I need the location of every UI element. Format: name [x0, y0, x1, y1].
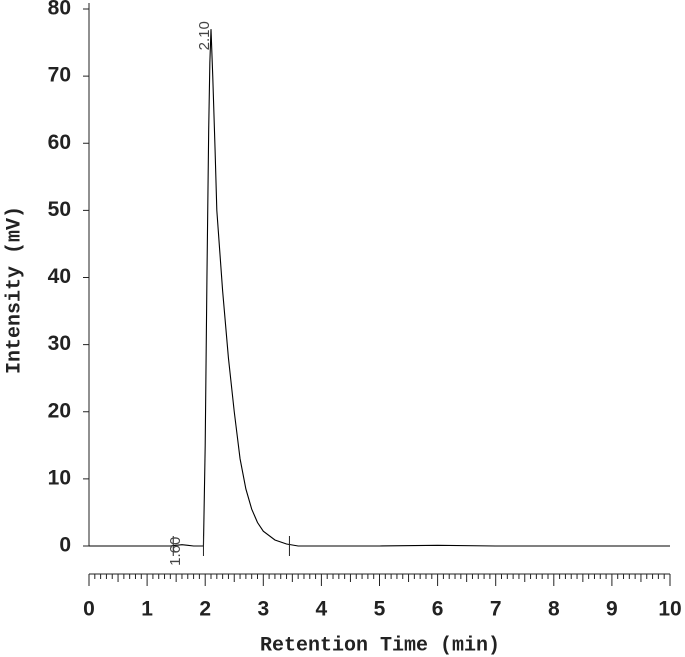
x-tick-label: 3	[257, 598, 269, 621]
y-tick-label: 20	[48, 399, 71, 422]
x-tick-label: 0	[83, 598, 95, 621]
signal-line	[89, 29, 670, 547]
x-tick-label: 6	[432, 598, 444, 621]
x-tick-label: 8	[548, 598, 560, 621]
y-tick-label: 30	[48, 332, 71, 355]
x-tick-label: 4	[316, 598, 328, 621]
x-tick-label: 9	[606, 598, 618, 621]
y-tick-label: 10	[48, 466, 71, 489]
y-tick-label: 50	[48, 198, 71, 221]
peak-label: 1.60	[167, 537, 184, 566]
x-tick-label: 10	[658, 598, 681, 621]
x-tick-label: 7	[490, 598, 502, 621]
y-tick-label: 0	[59, 534, 71, 557]
x-tick-label: 5	[374, 598, 386, 621]
x-tick-label: 2	[199, 598, 211, 621]
y-tick-label: 60	[48, 131, 71, 154]
y-tick-label: 40	[48, 265, 71, 288]
peak-label: 2.10	[196, 21, 213, 50]
y-axis-label: Intensity (mV)	[3, 206, 26, 374]
x-tick-label: 1	[141, 598, 153, 621]
y-tick-label: 70	[48, 64, 71, 87]
y-tick-label: 80	[48, 0, 71, 20]
x-axis-label: Retention Time (min)	[260, 634, 500, 657]
